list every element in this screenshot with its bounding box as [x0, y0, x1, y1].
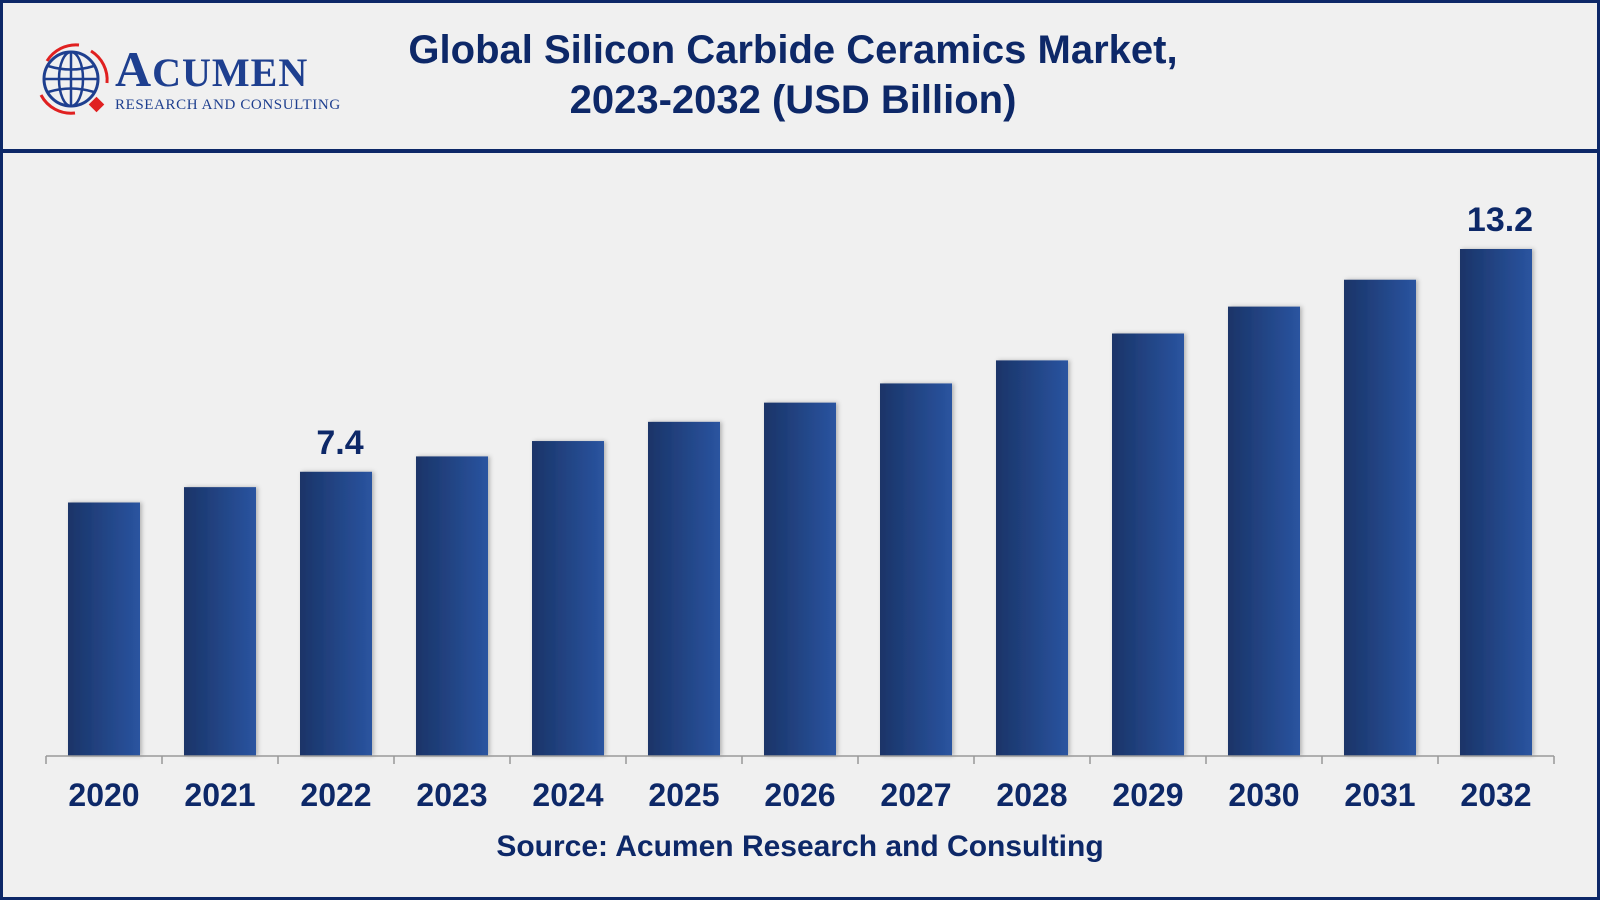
bar-2029	[1112, 333, 1184, 756]
bar-2031	[1344, 279, 1416, 756]
acumen-logo: ACUMEN RESEARCH AND CONSULTING	[35, 39, 355, 119]
x-tick-label: 2022	[300, 777, 371, 813]
bar-2022	[300, 471, 372, 756]
x-tick-label: 2032	[1460, 777, 1531, 813]
bar-2030	[1228, 306, 1300, 756]
x-tick-label: 2030	[1228, 777, 1299, 813]
x-tick-label: 2025	[648, 777, 719, 813]
header: ACUMEN RESEARCH AND CONSULTING Global Si…	[3, 3, 1597, 153]
x-axis	[45, 755, 1555, 764]
x-tick-label: 2024	[532, 777, 603, 813]
data-label-2022: 7.4	[316, 424, 363, 462]
bars-group	[68, 249, 1532, 756]
x-tick-label: 2026	[764, 777, 835, 813]
x-tick-label: 2031	[1344, 777, 1415, 813]
globe-logo-icon	[39, 43, 109, 115]
chart-title-line1: Global Silicon Carbide Ceramics Market,	[408, 28, 1178, 72]
bar-2028	[996, 360, 1068, 756]
bar-2021	[184, 487, 256, 756]
data-labels: 7.4 13.2	[316, 201, 1533, 462]
x-tick-label: 2027	[880, 777, 951, 813]
x-tick-label: 2029	[1112, 777, 1183, 813]
x-tick-label: 2028	[996, 777, 1067, 813]
chart-title: Global Silicon Carbide Ceramics Market, …	[343, 25, 1243, 125]
logo-wordmark: ACUMEN	[115, 41, 309, 97]
bar-2025	[648, 421, 720, 756]
x-tick-label: 2021	[184, 777, 255, 813]
bar-2026	[764, 402, 836, 756]
x-tick-labels: 2020 2021 2022 2023 2024 2025 2026 2027 2028 2029…	[68, 777, 1531, 813]
source-note: Source: Acumen Research and Consulting	[496, 830, 1104, 863]
bar-2023	[416, 456, 488, 756]
data-label-2032: 13.2	[1467, 201, 1533, 239]
logo-tagline: RESEARCH AND CONSULTING	[115, 97, 341, 113]
bar-2027	[880, 383, 952, 756]
bar-2020	[68, 502, 140, 756]
x-tick-label: 2023	[416, 777, 487, 813]
bar-2032	[1460, 249, 1532, 756]
bar-2024	[532, 441, 604, 756]
chart-subtitle: 2023-2032 (USD Billion)	[569, 78, 1017, 122]
x-tick-label: 2020	[68, 777, 139, 813]
